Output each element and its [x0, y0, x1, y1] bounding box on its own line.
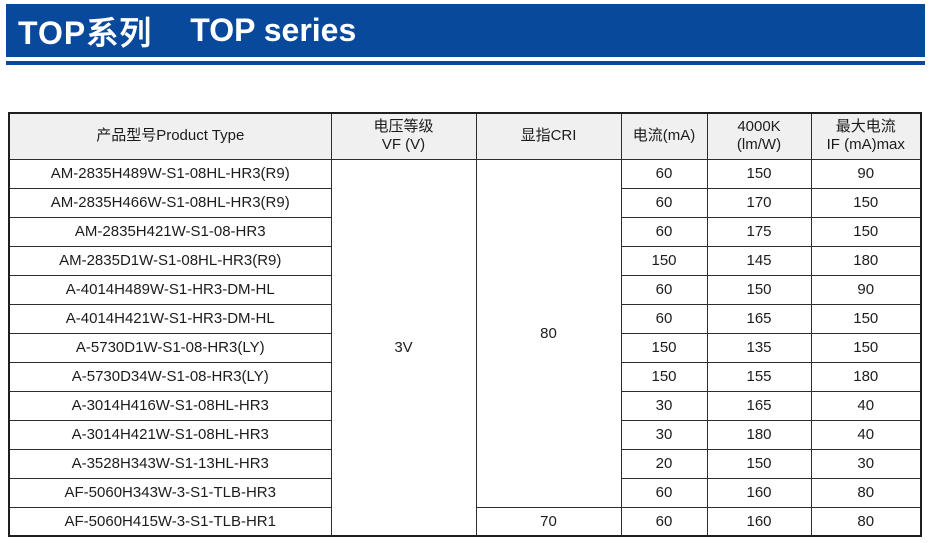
banner-underline	[6, 61, 925, 65]
table-row: A-3014H416W-S1-08HL-HR3 30 165 40	[8, 390, 922, 421]
max-current-cell: 80	[810, 477, 922, 508]
table-row: AF-5060H415W-3-S1-TLB-HR1 70 60 160 80	[8, 506, 922, 537]
cri-cell-70: 70	[475, 506, 622, 537]
product-cell: AF-5060H415W-3-S1-TLB-HR1	[8, 506, 332, 537]
product-cell: A-3014H416W-S1-08HL-HR3	[8, 390, 332, 421]
max-current-cell: 150	[810, 303, 922, 334]
current-cell: 60	[620, 158, 708, 189]
product-cell: AM-2835H466W-S1-08HL-HR3(R9)	[8, 187, 332, 218]
max-current-cell: 150	[810, 187, 922, 218]
efficacy-cell: 175	[706, 216, 812, 247]
max-current-cell: 40	[810, 390, 922, 421]
efficacy-cell: 165	[706, 390, 812, 421]
max-current-cell: 180	[810, 361, 922, 392]
table-row: A-5730D1W-S1-08-HR3(LY) 150 135 150	[8, 332, 922, 363]
max-current-cell: 180	[810, 245, 922, 276]
current-cell: 60	[620, 216, 708, 247]
efficacy-cell: 150	[706, 448, 812, 479]
efficacy-cell: 170	[706, 187, 812, 218]
current-cell: 60	[620, 506, 708, 537]
efficacy-cell: 150	[706, 274, 812, 305]
efficacy-cell: 135	[706, 332, 812, 363]
max-current-cell: 30	[810, 448, 922, 479]
max-current-cell: 150	[810, 216, 922, 247]
product-cell: A-5730D1W-S1-08-HR3(LY)	[8, 332, 332, 363]
product-cell: AF-5060H343W-3-S1-TLB-HR3	[8, 477, 332, 508]
max-current-cell: 150	[810, 332, 922, 363]
header-current: 电流(mA)	[620, 112, 708, 160]
table-row: AF-5060H343W-3-S1-TLB-HR3 60 160 80	[8, 477, 922, 508]
current-cell: 30	[620, 419, 708, 450]
current-cell: 150	[620, 245, 708, 276]
table-row: AM-2835D1W-S1-08HL-HR3(R9) 150 145 180	[8, 245, 922, 276]
efficacy-cell: 150	[706, 158, 812, 189]
series-title-zh: TOP系列	[18, 14, 153, 51]
table-row: A-5730D34W-S1-08-HR3(LY) 150 155 180	[8, 361, 922, 392]
product-cell: AM-2835H421W-S1-08-HR3	[8, 216, 332, 247]
table-row: A-4014H421W-S1-HR3-DM-HL 60 165 150	[8, 303, 922, 334]
max-current-cell: 90	[810, 158, 922, 189]
table-header-row: 产品型号Product Type 电压等级 VF (V) 显指CRI 电流(mA…	[8, 112, 922, 160]
product-cell: A-3014H421W-S1-08HL-HR3	[8, 419, 332, 450]
header-voltage: 电压等级 VF (V)	[330, 112, 477, 160]
current-cell: 60	[620, 274, 708, 305]
header-max-current: 最大电流 IF (mA)max	[810, 112, 922, 160]
efficacy-cell: 155	[706, 361, 812, 392]
efficacy-cell: 160	[706, 506, 812, 537]
efficacy-cell: 165	[706, 303, 812, 334]
product-cell: A-5730D34W-S1-08-HR3(LY)	[8, 361, 332, 392]
cri-merged-cell-80: 80	[475, 158, 622, 508]
current-cell: 30	[620, 390, 708, 421]
efficacy-cell: 180	[706, 419, 812, 450]
series-title-en: TOP series	[190, 12, 357, 48]
series-title-banner: TOP系列 TOP series	[6, 4, 925, 57]
table-row: A-4014H489W-S1-HR3-DM-HL 60 150 90	[8, 274, 922, 305]
efficacy-cell: 145	[706, 245, 812, 276]
current-cell: 60	[620, 477, 708, 508]
header-efficacy: 4000K (lm/W)	[706, 112, 812, 160]
table-row: AM-2835H466W-S1-08HL-HR3(R9) 60 170 150	[8, 187, 922, 218]
product-cell: A-4014H489W-S1-HR3-DM-HL	[8, 274, 332, 305]
table-row: AM-2835H489W-S1-08HL-HR3(R9) 3V 80 60 15…	[8, 158, 922, 537]
max-current-cell: 90	[810, 274, 922, 305]
current-cell: 150	[620, 332, 708, 363]
max-current-cell: 40	[810, 419, 922, 450]
header-product-type: 产品型号Product Type	[8, 112, 332, 160]
product-spec-table: 产品型号Product Type 电压等级 VF (V) 显指CRI 电流(mA…	[8, 112, 922, 537]
max-current-cell: 80	[810, 506, 922, 537]
efficacy-cell: 160	[706, 477, 812, 508]
product-cell: A-3528H343W-S1-13HL-HR3	[8, 448, 332, 479]
header-cri: 显指CRI	[475, 112, 622, 160]
current-cell: 20	[620, 448, 708, 479]
current-cell: 60	[620, 187, 708, 218]
table-row: AM-2835H421W-S1-08-HR3 60 175 150	[8, 216, 922, 247]
product-cell: A-4014H421W-S1-HR3-DM-HL	[8, 303, 332, 334]
current-cell: 150	[620, 361, 708, 392]
current-cell: 60	[620, 303, 708, 334]
product-cell: AM-2835H489W-S1-08HL-HR3(R9)	[8, 158, 332, 189]
voltage-merged-cell: 3V	[330, 158, 477, 537]
product-cell: AM-2835D1W-S1-08HL-HR3(R9)	[8, 245, 332, 276]
